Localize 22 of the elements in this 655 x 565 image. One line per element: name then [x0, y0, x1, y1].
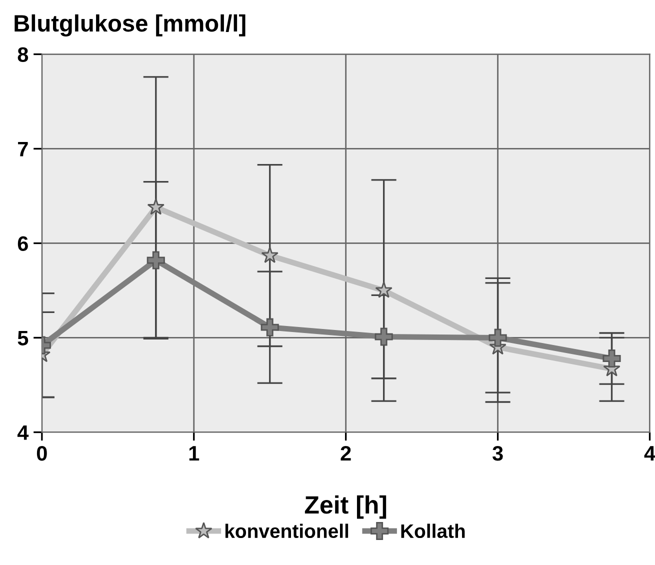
- legend-label: konventionell: [225, 524, 348, 538]
- y-axis-title: Blutglukose [mmol/l]: [14, 14, 246, 36]
- y-tick-label: 4: [17, 425, 29, 440]
- x-tick-label: 4: [644, 446, 655, 461]
- point: [147, 198, 165, 215]
- x-tick-label: 2: [340, 446, 351, 461]
- y-tick-label: 6: [18, 236, 28, 251]
- x-tick-label: 1: [189, 446, 200, 461]
- point: [488, 328, 507, 347]
- point: [261, 246, 278, 263]
- y-tick-label: 7: [18, 142, 28, 156]
- y-tick-label: 8: [18, 47, 28, 62]
- x-tick-label: 3: [492, 446, 503, 461]
- point: [375, 281, 392, 298]
- legend-label: Kollath: [401, 524, 465, 538]
- point: [602, 349, 621, 368]
- point: [260, 318, 279, 336]
- x-tick-label: 0: [36, 446, 47, 461]
- point: [146, 251, 165, 270]
- x-axis-title: Zeit [h]: [304, 495, 386, 519]
- point: [374, 328, 393, 346]
- y-tick-label: 5: [18, 330, 28, 346]
